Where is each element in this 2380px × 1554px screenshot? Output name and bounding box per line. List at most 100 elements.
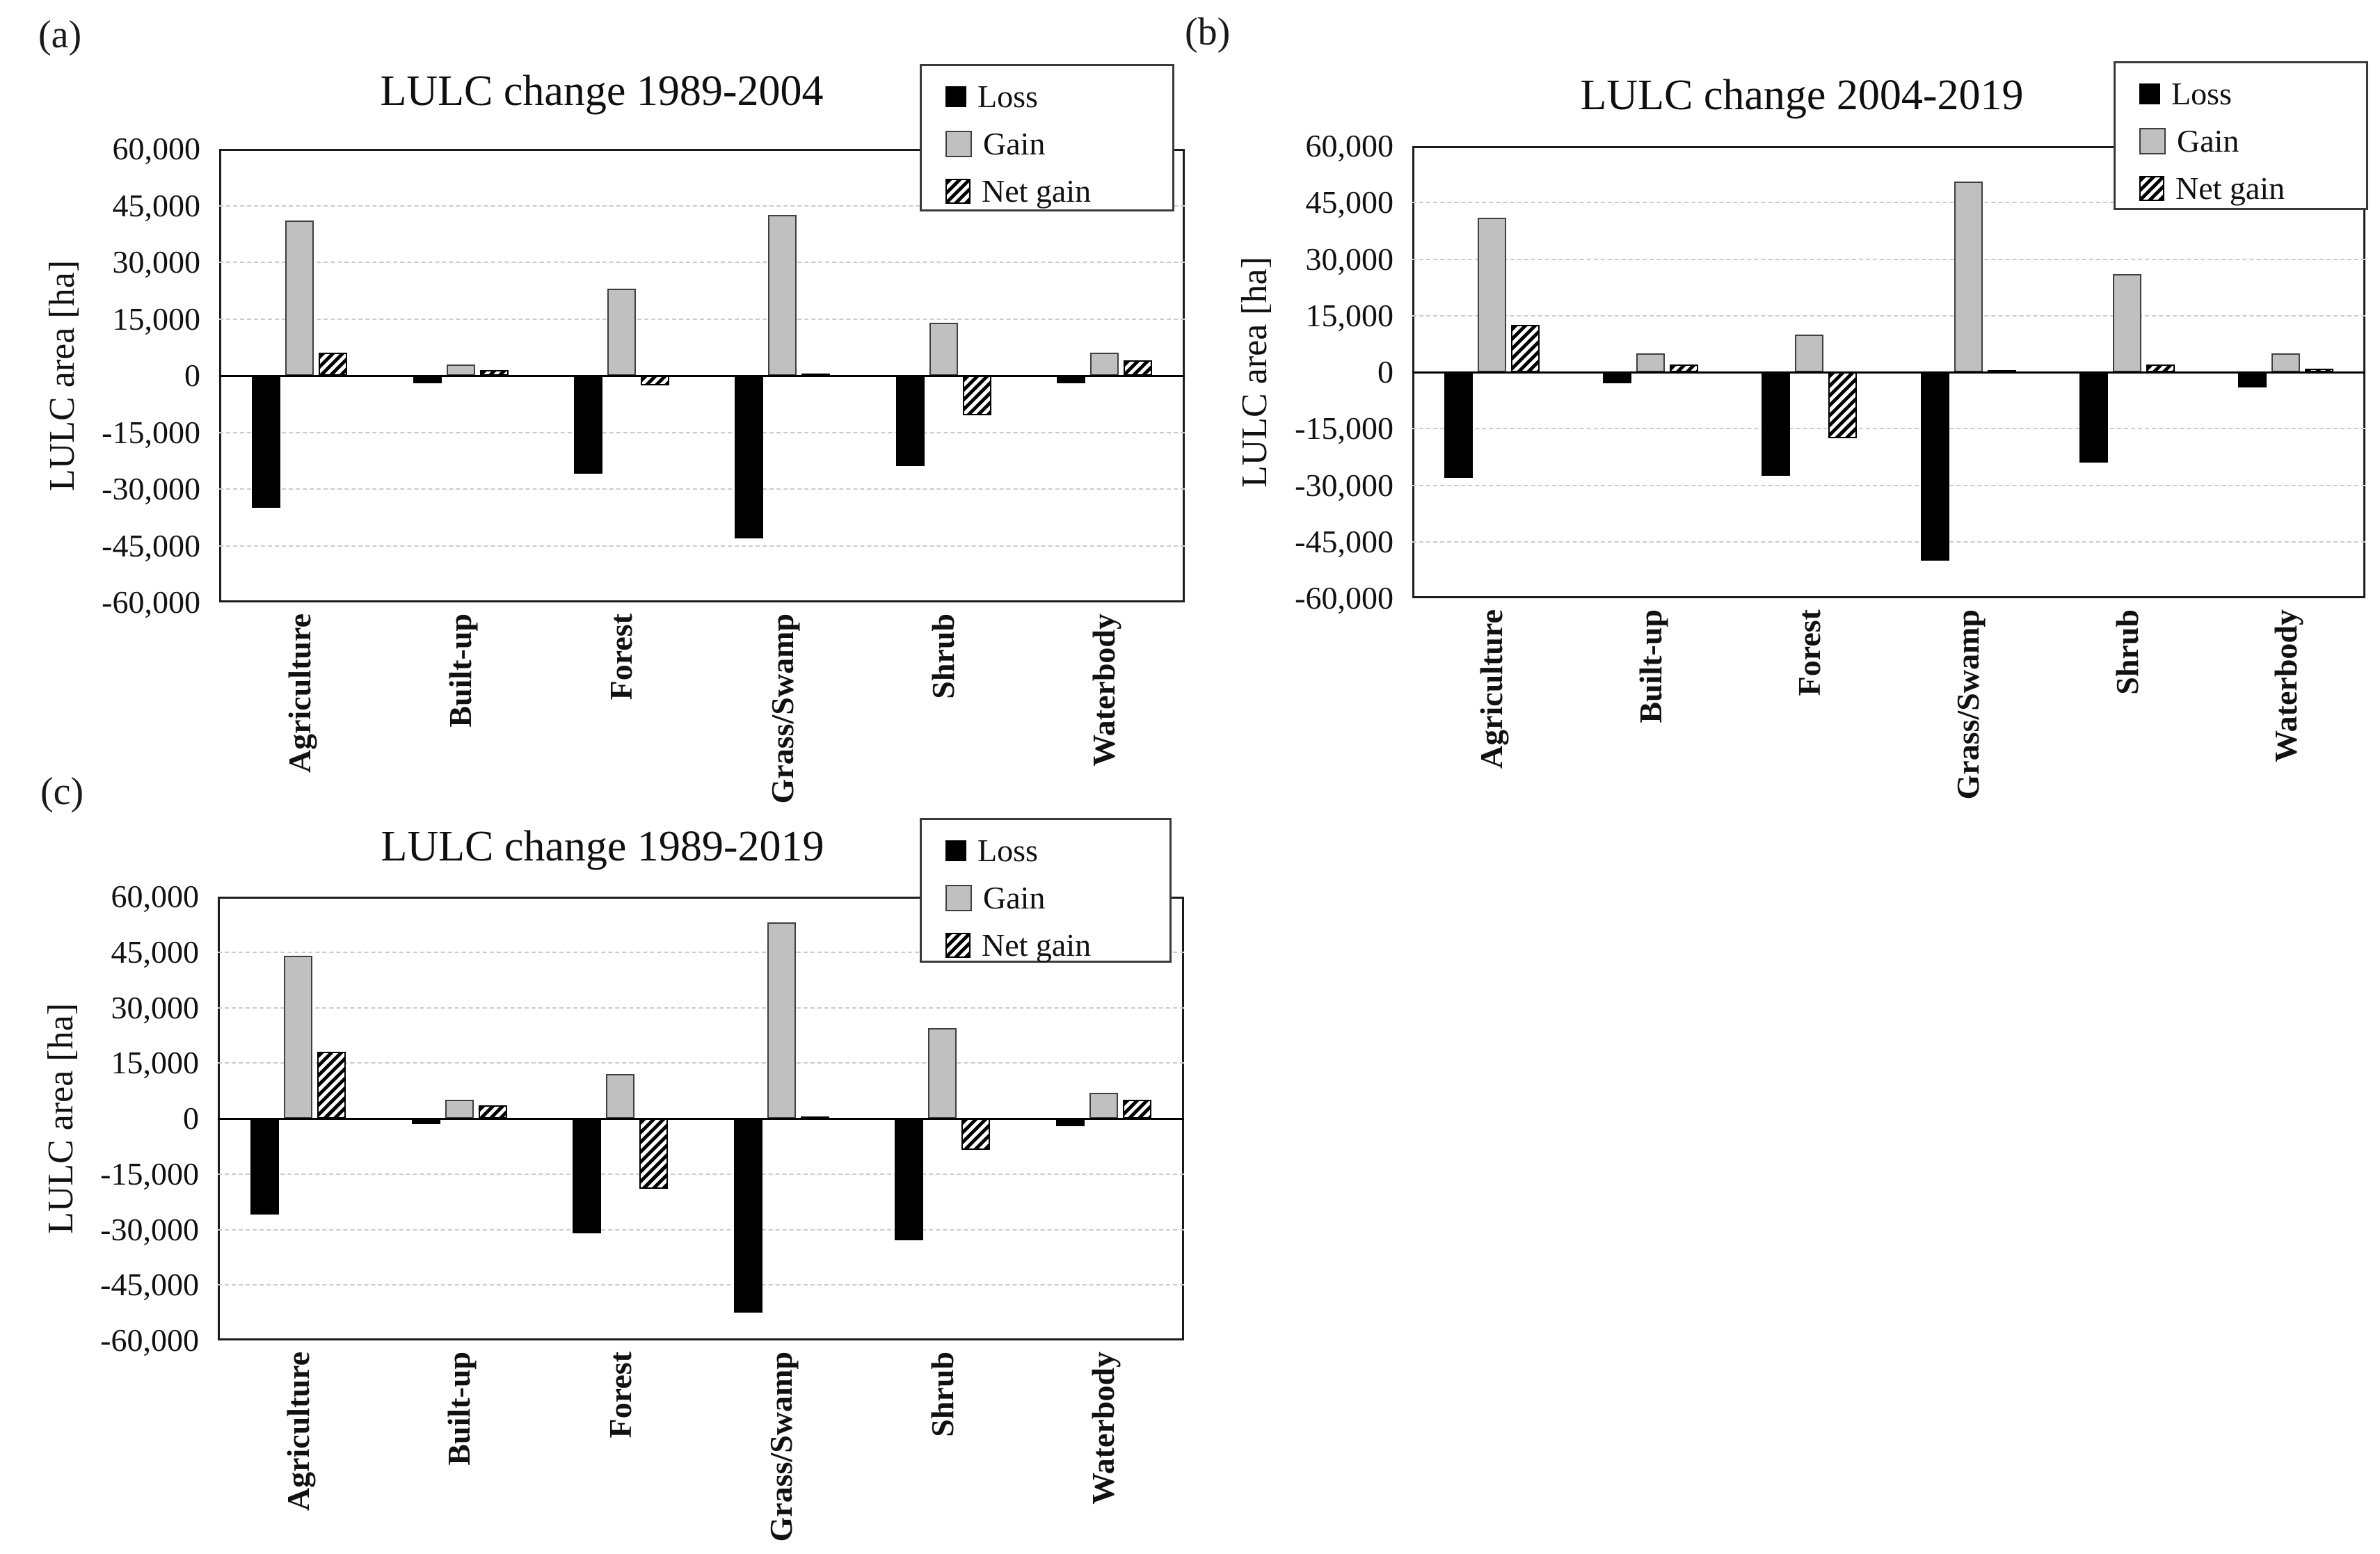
y-tick-label: 0 — [184, 358, 200, 393]
gridline — [219, 318, 1185, 320]
bar-net-gain-shrub — [2146, 365, 2175, 372]
plot-area-c — [218, 897, 1184, 1340]
y-tick-label: -30,000 — [1295, 467, 1393, 503]
y-tick-label: 30,000 — [1305, 241, 1394, 277]
bar-loss-grass-swamp — [1921, 372, 1949, 561]
bar-loss-agriculture — [250, 1119, 279, 1215]
bar-gain-forest — [606, 1074, 634, 1119]
y-axis-title-c: LULC area [ha] — [41, 1002, 81, 1235]
y-tick-label: 15,000 — [112, 301, 201, 337]
bar-loss-shrub — [896, 376, 925, 466]
bar-net-gain-grass-swamp — [801, 374, 830, 376]
gridline — [1412, 314, 2365, 317]
legend-swatch-net-gain-icon — [945, 179, 971, 204]
bar-gain-built-up — [445, 1100, 474, 1119]
bar-net-gain-waterbody — [2305, 369, 2333, 372]
legend-swatch-net-gain-icon — [945, 933, 971, 958]
y-tick-label: -15,000 — [1295, 410, 1393, 447]
x-axis-label-forest: Forest — [603, 614, 639, 700]
legend-swatch-loss-icon — [945, 840, 966, 861]
legend-entry-loss: Loss — [945, 74, 1172, 119]
legend-label: Loss — [2171, 76, 2232, 111]
y-tick-label: 45,000 — [1305, 184, 1394, 221]
x-axis-label-grass-swamp: Grass/Swamp — [763, 1352, 799, 1542]
bar-net-gain-waterbody — [1123, 1100, 1151, 1119]
y-tick-label: 15,000 — [1305, 297, 1394, 333]
x-axis-label-agriculture: Agriculture — [281, 614, 317, 774]
x-axis-label-waterbody: Waterbody — [1086, 614, 1122, 767]
bar-gain-waterbody — [2271, 353, 2300, 372]
panel-label-a: (a) — [38, 13, 82, 56]
bar-loss-waterbody — [1056, 1119, 1085, 1126]
bar-loss-forest — [574, 376, 602, 474]
gridline — [219, 488, 1185, 490]
y-axis-title-a: LULC area [ha] — [42, 259, 82, 492]
panel-label-c: (c) — [40, 770, 84, 813]
y-tick-label: 30,000 — [112, 244, 201, 280]
bar-gain-grass-swamp — [1954, 182, 1983, 372]
gridline — [218, 1228, 1184, 1231]
legend-entry-net-gain: Net gain — [945, 923, 1169, 968]
bar-net-gain-built-up — [480, 370, 509, 376]
x-axis-label-waterbody: Waterbody — [2267, 609, 2303, 762]
x-axis-label-built-up: Built-up — [1632, 609, 1668, 723]
bar-net-gain-built-up — [1670, 365, 1698, 372]
x-axis-label-forest: Forest — [602, 1352, 638, 1439]
chart-title-a: LULC change 1989-2004 — [380, 67, 824, 115]
bar-gain-grass-swamp — [768, 215, 797, 376]
bar-net-gain-forest — [639, 1119, 668, 1189]
bar-gain-built-up — [1636, 353, 1665, 372]
bar-loss-built-up — [412, 1119, 440, 1124]
gridline — [1412, 484, 2365, 486]
y-tick-label: 60,000 — [1305, 128, 1394, 163]
legend-c: Loss Gain Net gain — [920, 818, 1172, 963]
legend-swatch-loss-icon — [945, 86, 966, 107]
zero-axis-line — [1412, 371, 2365, 374]
legend-label: Net gain — [982, 173, 1092, 209]
gridline — [218, 1062, 1184, 1064]
legend-a: Loss Gain Net gain — [920, 64, 1174, 211]
bar-net-gain-shrub — [963, 376, 991, 415]
zero-axis-line — [219, 374, 1185, 377]
bar-gain-waterbody — [1089, 1093, 1118, 1119]
bar-net-gain-grass-swamp — [1988, 370, 2016, 373]
bar-loss-waterbody — [1057, 376, 1085, 383]
gridline — [218, 1007, 1184, 1009]
legend-entry-loss: Loss — [945, 828, 1169, 873]
legend-entry-loss: Loss — [2139, 72, 2366, 116]
chart-title-b: LULC change 2004-2019 — [1580, 72, 2024, 119]
bar-gain-forest — [607, 289, 636, 376]
y-tick-label: 0 — [1377, 354, 1393, 390]
y-tick-label: -45,000 — [102, 527, 200, 563]
legend-label: Loss — [977, 79, 1038, 114]
legend-b: Loss Gain Net gain — [2114, 61, 2368, 210]
legend-label: Loss — [977, 833, 1038, 868]
legend-entry-gain: Gain — [945, 122, 1172, 166]
bar-net-gain-agriculture — [317, 1052, 346, 1119]
y-tick-label: 60,000 — [112, 131, 201, 166]
y-tick-label: 60,000 — [111, 879, 200, 914]
bar-net-gain-agriculture — [319, 353, 347, 376]
bar-gain-waterbody — [1090, 353, 1119, 376]
y-tick-label: -15,000 — [102, 414, 200, 450]
y-axis-title-b: LULC area [ha] — [1235, 256, 1275, 488]
plot-area-b — [1412, 146, 2365, 598]
gridline — [219, 545, 1185, 547]
gridline — [1412, 428, 2365, 430]
gridline — [218, 1284, 1184, 1286]
legend-swatch-loss-icon — [2139, 83, 2160, 104]
bar-gain-shrub — [928, 1028, 957, 1119]
bar-gain-built-up — [447, 365, 475, 376]
bar-net-gain-shrub — [961, 1119, 990, 1150]
y-tick-label: -60,000 — [102, 584, 200, 620]
y-tick-label: 45,000 — [112, 187, 201, 223]
legend-swatch-gain-icon — [2139, 128, 2166, 154]
x-axis-label-grass-swamp: Grass/Swamp — [1950, 609, 1986, 800]
bar-loss-shrub — [895, 1119, 923, 1240]
x-axis-label-shrub: Shrub — [925, 614, 961, 699]
legend-swatch-net-gain-icon — [2139, 176, 2164, 201]
gridline — [218, 1173, 1184, 1175]
legend-label: Gain — [983, 126, 1046, 161]
